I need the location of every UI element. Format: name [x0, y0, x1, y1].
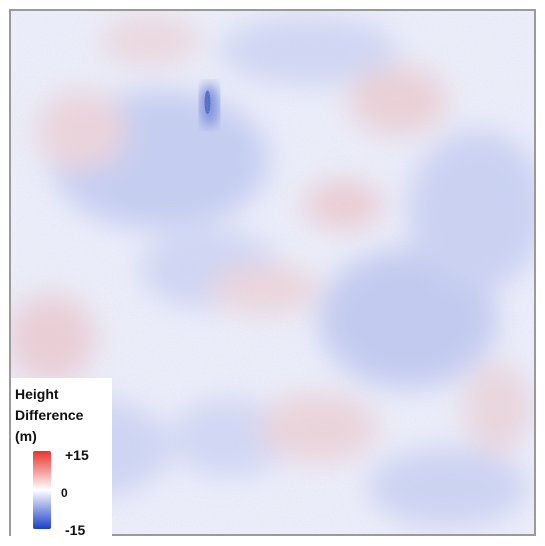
legend-min-label: -15 — [65, 522, 86, 538]
legend-title: Height Difference (m) — [15, 386, 84, 444]
legend-mid-label: 0 — [61, 486, 68, 500]
legend: Height Difference (m) +15 0 -15 — [11, 378, 112, 538]
legend-max-label: +15 — [65, 447, 89, 463]
legend-colorbar — [33, 451, 51, 529]
